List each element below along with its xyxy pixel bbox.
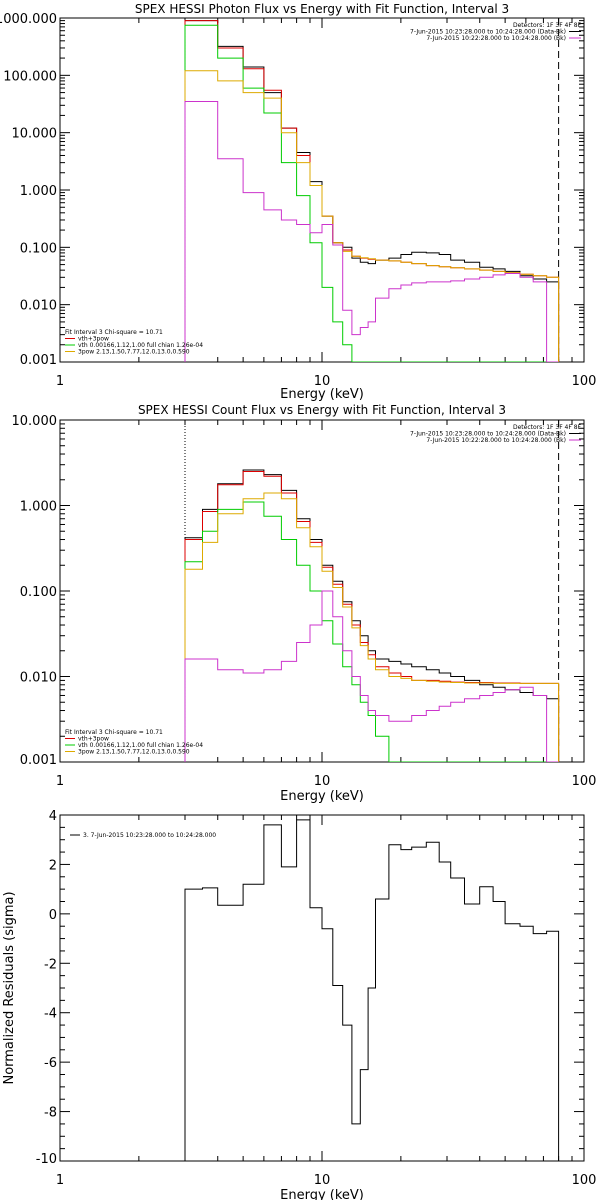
y-tick-label: 0.010 <box>20 671 57 686</box>
legend: Fit Interval 3 Chi-square = 10.71vth+3po… <box>65 729 203 756</box>
y-tick-label: -8 <box>44 1106 57 1121</box>
legend-label: 7-Jun-2015 10:22:28.000 to 10:24:28.000 … <box>426 35 566 42</box>
y-tick-label: 4 <box>49 809 57 824</box>
y-tick-label: 1000.000 <box>0 12 57 27</box>
legend-label: vth+3pow <box>78 736 109 743</box>
legend-label: vth 0.00166,1.12,1.00 full chian 1.26e-0… <box>78 742 203 749</box>
y-tick-label: 1.000 <box>20 184 57 199</box>
series-line-2 <box>184 471 560 762</box>
legend-label: 7-Jun-2015 10:23:28.000 to 10:24:28.000 … <box>410 29 566 36</box>
x-tick-label: 100 <box>572 1173 597 1188</box>
series-line-1 <box>184 20 560 362</box>
x-axis-label: Energy (keV) <box>280 387 364 402</box>
series-line-5 <box>184 101 559 362</box>
x-axis-label: Energy (keV) <box>280 1188 364 1200</box>
legend-label: 3. 7-Jun-2015 10:23:28.000 to 10:24:28.0… <box>83 832 216 839</box>
x-tick-label: 100 <box>572 774 597 789</box>
panel-2: SPEX HESSI Count Flux vs Energy with Fit… <box>12 403 597 804</box>
x-tick-label: 1 <box>56 774 64 789</box>
legend: Detectors: 1F 3F 4F 8F7-Jun-2015 10:23:2… <box>410 424 581 444</box>
plot-frame <box>59 814 585 1162</box>
legend-label: 3pow 2.13,1.50,7.77,12.0,13.0,0.590 <box>78 749 190 756</box>
x-tick-label: 10 <box>314 374 331 389</box>
y-tick-label: 10.000 <box>12 414 58 429</box>
plot-area <box>184 18 560 362</box>
series-line-3 <box>184 501 559 762</box>
y-tick-label: 1.000 <box>20 500 57 515</box>
plot-area <box>184 420 560 762</box>
y-tick-label: 2 <box>49 858 57 873</box>
x-tick-label: 1 <box>56 374 64 389</box>
panel-3: 1 10 100 -10 -8 -6 -4 -2 0 2 4 Energy (keV) Normaliz… <box>2 809 596 1200</box>
legend: Detectors: 1F 3F 4F 8F7-Jun-2015 10:23:2… <box>410 22 581 42</box>
y-axis-label: Normalized Residuals (sigma) <box>2 891 17 1084</box>
y-tick-label: -2 <box>44 957 57 972</box>
legend-label: Fit Interval 3 Chi-square = 10.71 <box>65 329 163 336</box>
legend-label: Detectors: 1F 3F 4F 8F <box>513 424 582 431</box>
x-tick-label: 100 <box>572 374 597 389</box>
x-tick-label: 10 <box>314 774 331 789</box>
y-tick-label: 100.000 <box>3 69 57 84</box>
y-tick-label: 0.001 <box>20 353 57 368</box>
chart-title: SPEX HESSI Photon Flux vs Energy with Fi… <box>135 2 509 16</box>
legend-label: vth 0.00166,1.12,1.00 full chian 1.26e-0… <box>78 342 203 349</box>
y-tick-label: 0.100 <box>20 241 57 256</box>
legend-label: 7-Jun-2015 10:22:28.000 to 10:24:28.000 … <box>426 437 566 444</box>
y-tick-label: 10.000 <box>12 127 58 142</box>
y-tick-label: 0 <box>49 908 57 923</box>
legend-label: 7-Jun-2015 10:23:28.000 to 10:24:28.000 … <box>410 431 566 438</box>
panel-1: SPEX HESSI Photon Flux vs Energy with Fi… <box>0 2 596 402</box>
series-line-1 <box>184 819 560 1161</box>
x-tick-label: 10 <box>314 1173 331 1188</box>
series-line-3 <box>184 24 559 362</box>
x-axis-label: Energy (keV) <box>280 789 364 804</box>
series-line-2 <box>184 20 560 362</box>
y-tick-label: 0.001 <box>20 753 57 768</box>
y-tick-label: -4 <box>44 1007 57 1022</box>
series-line-4 <box>184 492 560 762</box>
series-line-4 <box>184 70 560 362</box>
series-line-5 <box>184 590 559 762</box>
legend-label: Fit Interval 3 Chi-square = 10.71 <box>65 729 163 736</box>
legend-label: vth+3pow <box>78 336 109 343</box>
y-tick-label: -10 <box>36 1152 57 1167</box>
y-tick-label: 0.010 <box>20 299 57 314</box>
y-tick-label: -6 <box>44 1056 57 1071</box>
legend: 3. 7-Jun-2015 10:23:28.000 to 10:24:28.0… <box>70 832 216 839</box>
plot-area <box>184 819 560 1161</box>
legend-label: 3pow 2.13,1.50,7.77,12.0,13.0,0.590 <box>78 349 190 356</box>
legend: Fit Interval 3 Chi-square = 10.71vth+3po… <box>65 329 203 356</box>
legend-label: Detectors: 1F 3F 4F 8F <box>513 22 582 29</box>
y-tick-label: 0.100 <box>20 585 57 600</box>
chart-title: SPEX HESSI Count Flux vs Energy with Fit… <box>138 403 506 417</box>
x-tick-label: 1 <box>56 1173 64 1188</box>
